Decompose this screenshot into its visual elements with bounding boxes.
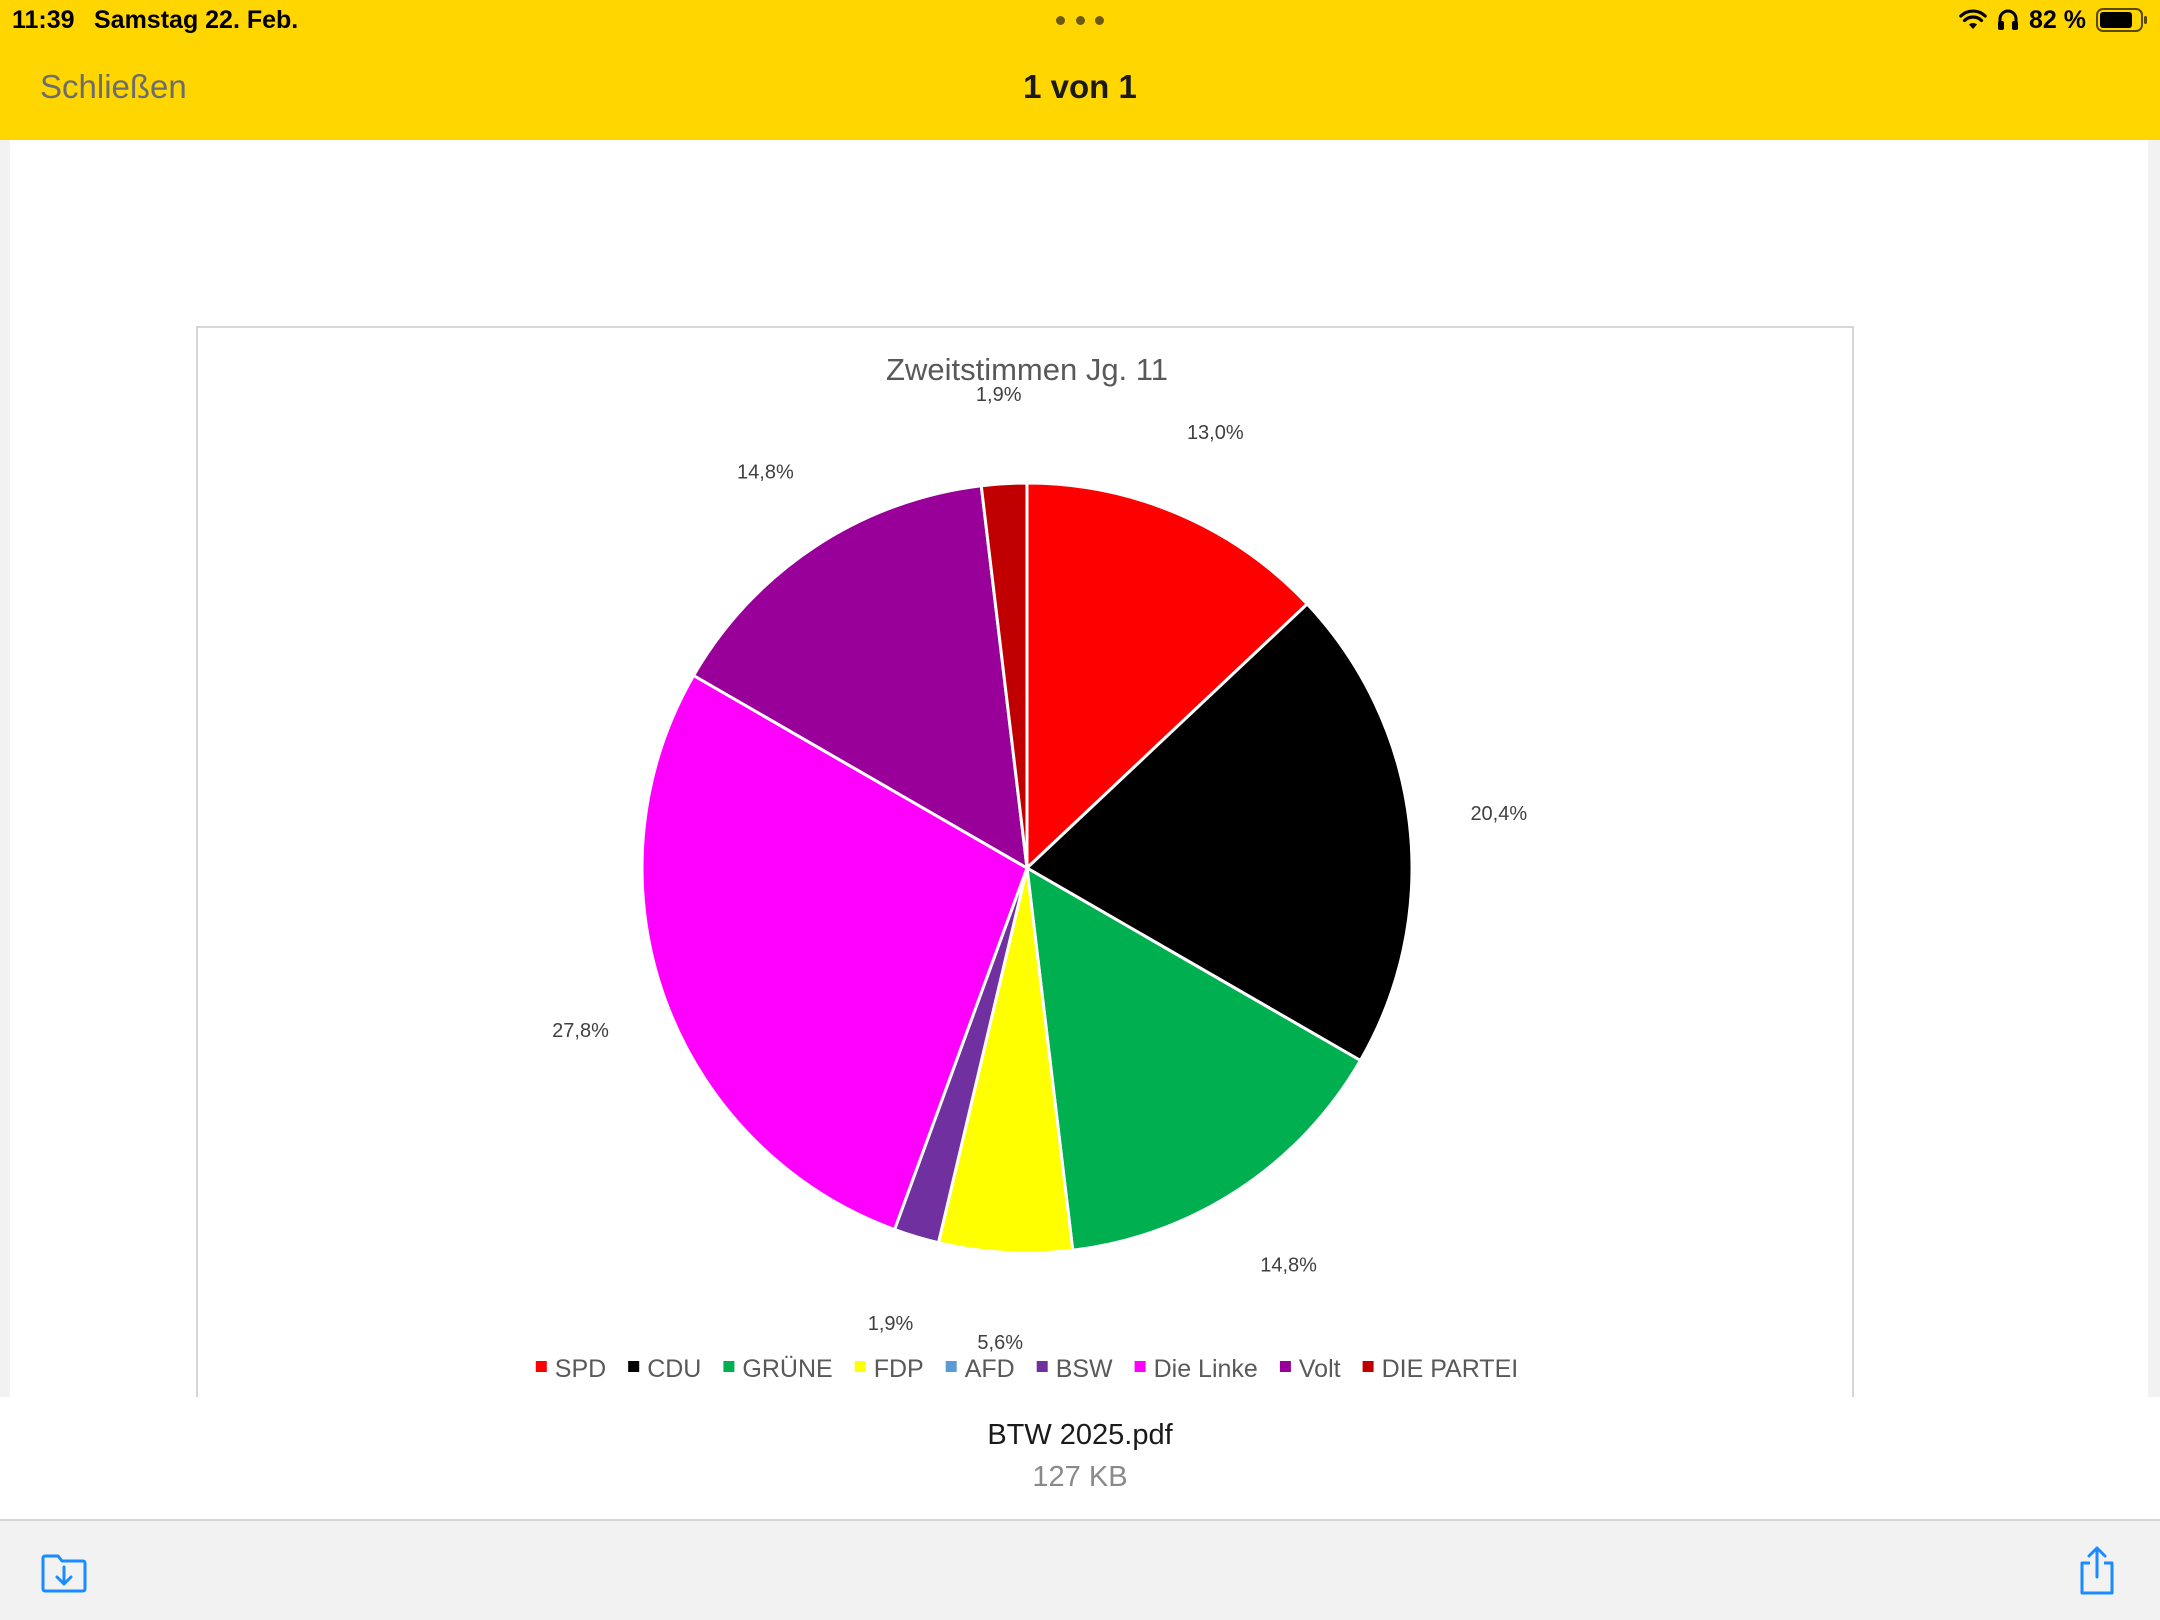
legend-label-spd: SPD (555, 1355, 606, 1383)
status-date: Samstag 22. Feb. (94, 6, 299, 34)
bottom-toolbar (0, 1519, 2160, 1620)
share-icon[interactable] (2076, 1545, 2118, 1597)
battery-percent: 82 % (2029, 5, 2086, 34)
battery-icon (2096, 8, 2147, 32)
data-label-fdp: 5,6% (977, 1332, 1023, 1354)
file-size: 127 KB (1032, 1461, 1128, 1493)
file-info: BTW 2025.pdf 127 KB (0, 1397, 2160, 1519)
legend-label-die-linke: Die Linke (1154, 1355, 1258, 1383)
legend-marker-die-linke (1134, 1361, 1146, 1372)
wifi-icon (1959, 9, 1987, 29)
page-counter: 1 von 1 (1023, 68, 1137, 105)
legend-marker-bsw (1036, 1361, 1048, 1372)
data-label-spd: 13,0% (1187, 422, 1244, 444)
legend-marker-spd (535, 1361, 547, 1372)
pie-chart: Zweitstimmen Jg. 11 13,0% 20,4% 14,8% 5,6% 1… (535, 352, 1527, 1383)
file-name: BTW 2025.pdf (987, 1419, 1173, 1451)
legend-label-bsw: BSW (1056, 1355, 1113, 1383)
close-button[interactable]: Schließen (40, 68, 187, 105)
pie-slice-fdp (936, 866, 1075, 1255)
save-to-files-icon[interactable] (40, 1551, 88, 1593)
pie-slice-spd (1025, 481, 1309, 870)
data-label-gr-ne: 14,8% (1260, 1255, 1317, 1277)
header-bar: 11:39 Samstag 22. Feb. 82 % Schli (0, 0, 2160, 140)
pie-slice-die-partei (979, 481, 1029, 870)
pie-slice-gr-ne (1025, 866, 1362, 1252)
data-label-bsw: 1,9% (868, 1313, 914, 1335)
legend-marker-die-partei (1362, 1361, 1374, 1372)
legend-label-die-partei: DIE PARTEI (1382, 1355, 1519, 1383)
page-edge-right (2148, 140, 2160, 1397)
legend-marker-gr-ne (723, 1361, 735, 1372)
chart-title: Zweitstimmen Jg. 11 (886, 352, 1168, 387)
legend-label-afd: AFD (965, 1355, 1015, 1383)
data-label-volt: 14,8% (737, 462, 794, 484)
data-label-die-linke: 27,8% (552, 1020, 609, 1042)
headphones-icon (1998, 9, 2019, 30)
pie-slice-cdu (1025, 602, 1414, 1062)
legend-label-fdp: FDP (874, 1355, 924, 1383)
page-edge-left (0, 140, 10, 1397)
legend-marker-cdu (628, 1361, 640, 1372)
status-time: 11:39 (12, 6, 75, 34)
legend-marker-afd (945, 1361, 957, 1372)
legend-marker-volt (1279, 1361, 1291, 1372)
legend-label-cdu: CDU (647, 1355, 701, 1383)
multitasking-dots-icon[interactable] (1056, 14, 1104, 26)
chart-frame: Zweitstimmen Jg. 11 13,0% 20,4% 14,8% 5,6% 1… (196, 326, 1854, 1397)
legend-marker-fdp (854, 1361, 866, 1372)
pdf-page-view[interactable]: Zweitstimmen Jg. 11 13,0% 20,4% 14,8% 5,6% 1… (0, 140, 2160, 1397)
data-label-die-partei: 1,9% (976, 384, 1022, 406)
pie-slice-volt (692, 484, 1029, 870)
status-icons: 82 % (1959, 4, 2148, 36)
legend-label-gr-ne: GRÜNE (742, 1355, 832, 1383)
data-label-cdu: 20,4% (1470, 803, 1527, 825)
legend-label-volt: Volt (1299, 1355, 1341, 1383)
